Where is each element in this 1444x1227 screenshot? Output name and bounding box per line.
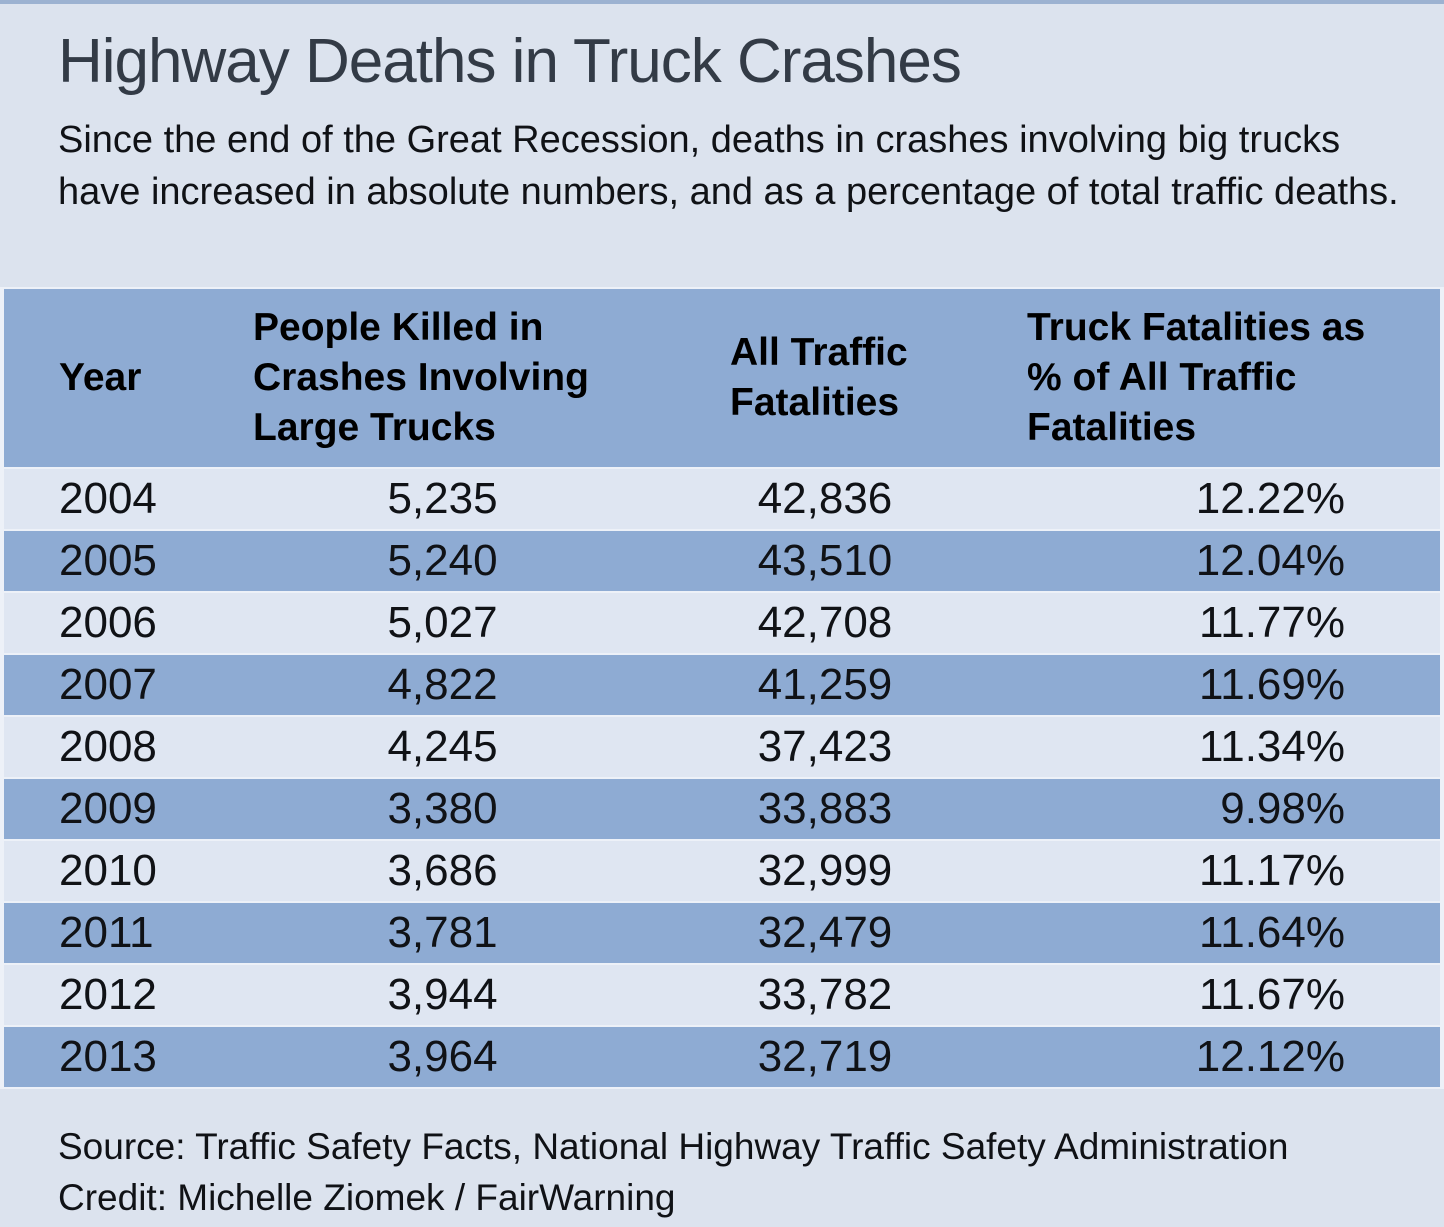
table-row: 2006 5,027 42,708 11.77% <box>4 593 1440 655</box>
cell-truck-deaths: 4,245 <box>195 717 690 779</box>
cell-pct-of-all: 11.17% <box>960 841 1440 903</box>
table-row: 2013 3,964 32,719 12.12% <box>4 1027 1440 1089</box>
table-row: 2007 4,822 41,259 11.69% <box>4 655 1440 717</box>
cell-year: 2013 <box>4 1027 195 1089</box>
data-table: Year People Killed in Crashes Involving … <box>4 289 1440 1089</box>
cell-truck-deaths: 3,686 <box>195 841 690 903</box>
table-row: 2011 3,781 32,479 11.64% <box>4 903 1440 965</box>
cell-pct-of-all: 11.67% <box>960 965 1440 1027</box>
cell-all-fatalities: 33,782 <box>690 965 960 1027</box>
table-row: 2005 5,240 43,510 12.04% <box>4 531 1440 593</box>
table-container: Year People Killed in Crashes Involving … <box>0 287 1444 1089</box>
cell-truck-deaths: 5,027 <box>195 593 690 655</box>
table-header: Year People Killed in Crashes Involving … <box>4 289 1440 469</box>
header-row: Year People Killed in Crashes Involving … <box>4 289 1440 469</box>
cell-truck-deaths: 5,240 <box>195 531 690 593</box>
table-row: 2012 3,944 33,782 11.67% <box>4 965 1440 1027</box>
source-line: Source: Traffic Safety Facts, National H… <box>58 1126 1289 1167</box>
page-title: Highway Deaths in Truck Crashes <box>58 27 962 96</box>
cell-pct-of-all: 11.77% <box>960 593 1440 655</box>
cell-pct-of-all: 12.22% <box>960 469 1440 531</box>
cell-truck-deaths: 3,944 <box>195 965 690 1027</box>
cell-year: 2012 <box>4 965 195 1027</box>
cell-pct-of-all: 12.04% <box>960 531 1440 593</box>
cell-pct-of-all: 11.69% <box>960 655 1440 717</box>
cell-year: 2004 <box>4 469 195 531</box>
cell-pct-of-all: 12.12% <box>960 1027 1440 1089</box>
cell-all-fatalities: 32,479 <box>690 903 960 965</box>
cell-pct-of-all: 11.64% <box>960 903 1440 965</box>
cell-truck-deaths: 3,781 <box>195 903 690 965</box>
credit-line: Credit: Michelle Ziomek / FairWarning <box>58 1177 676 1218</box>
cell-all-fatalities: 41,259 <box>690 655 960 717</box>
cell-truck-deaths: 4,822 <box>195 655 690 717</box>
footer-section: Source: Traffic Safety Facts, National H… <box>0 1089 1444 1223</box>
cell-year: 2010 <box>4 841 195 903</box>
column-header-all-fatalities: All Traffic Fatalities <box>690 289 960 469</box>
intro-section: Highway Deaths in Truck Crashes Since th… <box>0 4 1444 287</box>
column-header-pct-of-all: Truck Fatalities as % of All Traffic Fat… <box>960 289 1440 469</box>
cell-all-fatalities: 32,999 <box>690 841 960 903</box>
table-body: 2004 5,235 42,836 12.22% 2005 5,240 43,5… <box>4 469 1440 1089</box>
cell-truck-deaths: 3,380 <box>195 779 690 841</box>
column-header-truck-deaths: People Killed in Crashes Involving Large… <box>195 289 690 469</box>
cell-truck-deaths: 5,235 <box>195 469 690 531</box>
table-row: 2004 5,235 42,836 12.22% <box>4 469 1440 531</box>
table-row: 2009 3,380 33,883 9.98% <box>4 779 1440 841</box>
column-header-year: Year <box>4 289 195 469</box>
cell-all-fatalities: 33,883 <box>690 779 960 841</box>
page-subtitle: Since the end of the Great Recession, de… <box>58 119 1399 213</box>
cell-all-fatalities: 32,719 <box>690 1027 960 1089</box>
cell-year: 2011 <box>4 903 195 965</box>
cell-year: 2006 <box>4 593 195 655</box>
cell-year: 2008 <box>4 717 195 779</box>
cell-year: 2005 <box>4 531 195 593</box>
table-row: 2008 4,245 37,423 11.34% <box>4 717 1440 779</box>
table-row: 2010 3,686 32,999 11.17% <box>4 841 1440 903</box>
cell-year: 2009 <box>4 779 195 841</box>
cell-pct-of-all: 9.98% <box>960 779 1440 841</box>
cell-all-fatalities: 42,708 <box>690 593 960 655</box>
cell-pct-of-all: 11.34% <box>960 717 1440 779</box>
cell-all-fatalities: 43,510 <box>690 531 960 593</box>
cell-all-fatalities: 37,423 <box>690 717 960 779</box>
cell-year: 2007 <box>4 655 195 717</box>
cell-truck-deaths: 3,964 <box>195 1027 690 1089</box>
cell-all-fatalities: 42,836 <box>690 469 960 531</box>
